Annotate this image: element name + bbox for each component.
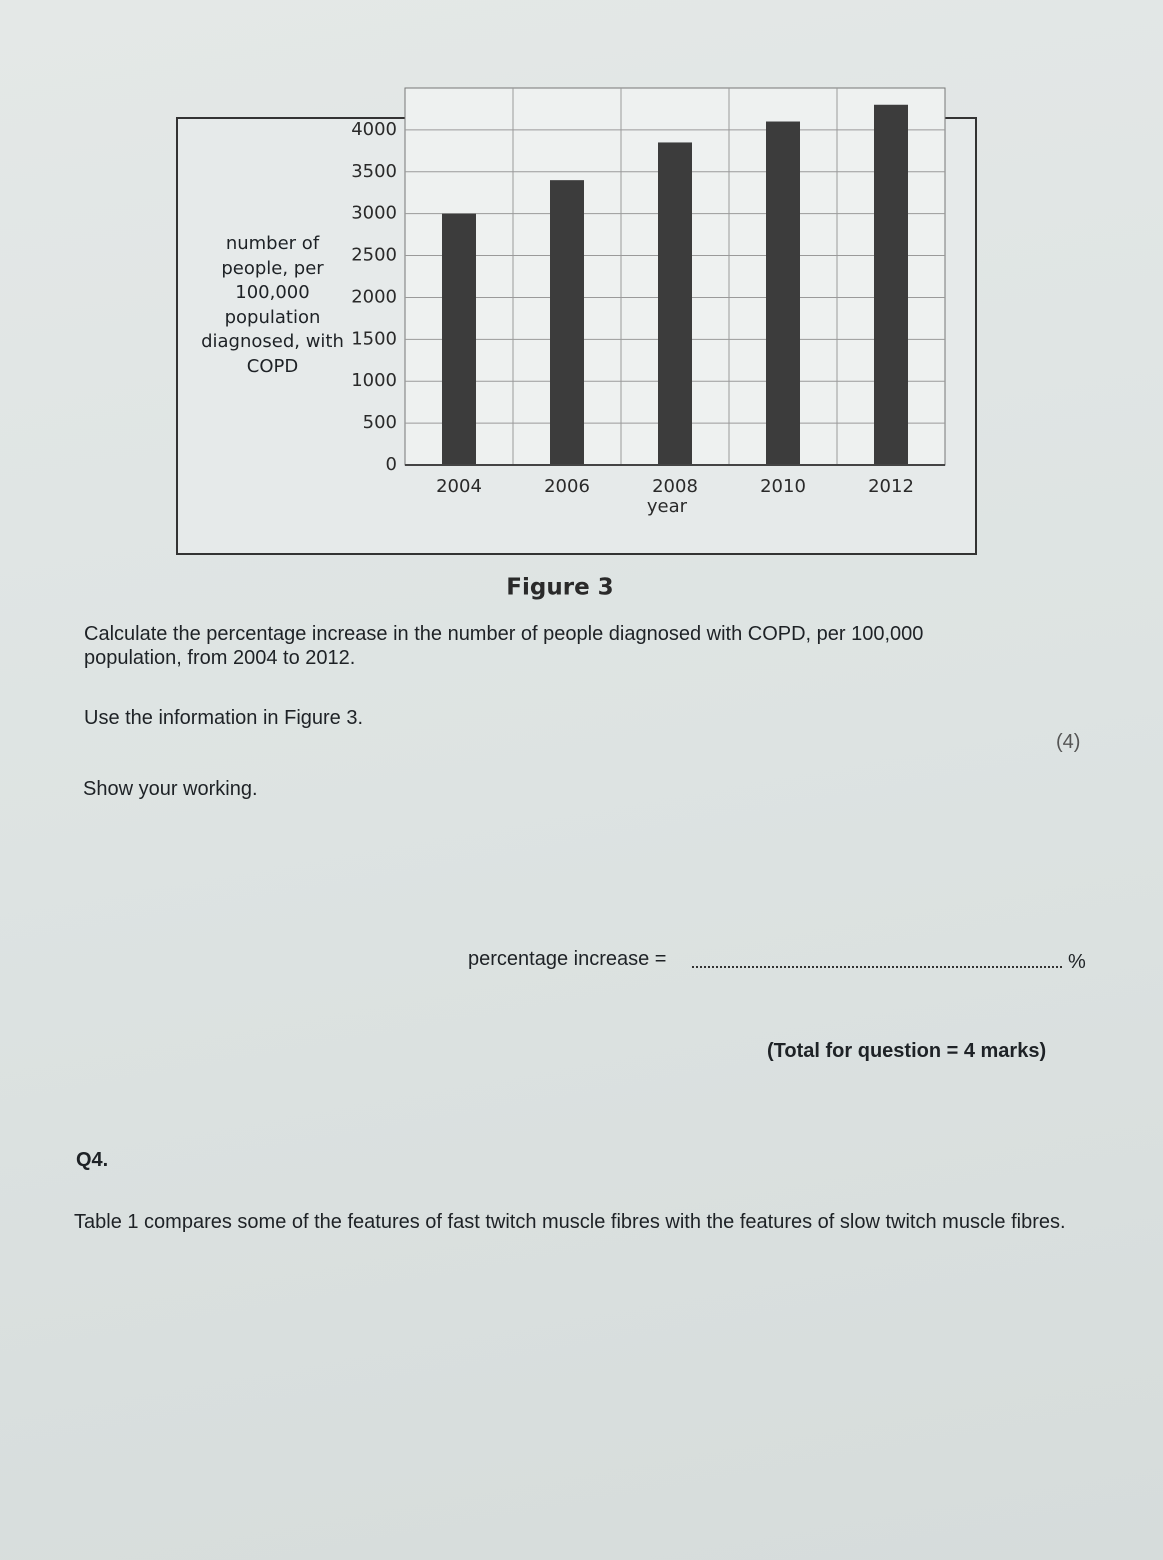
question-instruction: Use the information in Figure 3. — [84, 707, 364, 729]
y-tick-label: 0 — [386, 454, 397, 475]
y-tick-label: 4000 — [351, 119, 397, 140]
bar — [766, 121, 800, 465]
y-tick-label: 1500 — [351, 328, 397, 349]
y-tick-label: 2500 — [351, 245, 397, 266]
answer-unit: % — [1068, 951, 1086, 973]
y-tick-label: 500 — [363, 412, 397, 433]
q4-number: Q4. — [76, 1149, 109, 1171]
y-tick-label: 3000 — [351, 203, 397, 224]
x-axis-label: year — [647, 496, 688, 517]
y-tick-label: 3500 — [351, 161, 397, 182]
working-prompt: Show your working. — [83, 778, 258, 800]
bar — [442, 213, 476, 465]
bar — [874, 104, 908, 465]
x-tick-label: 2008 — [652, 476, 698, 497]
answer-label: percentage increase = — [468, 948, 667, 970]
x-tick-label: 2006 — [544, 476, 590, 497]
y-tick-label: 1000 — [351, 370, 397, 391]
bar — [658, 142, 692, 465]
y-axis-label: number of people, per 100,000 population… — [201, 233, 344, 377]
x-tick-label: 2010 — [760, 476, 806, 497]
figure-caption: Figure 3 — [506, 575, 613, 601]
y-tick-label: 2000 — [351, 286, 397, 307]
answer-line — [692, 966, 1062, 968]
x-tick-label: 2004 — [436, 476, 482, 497]
x-tick-label: 2012 — [868, 476, 914, 497]
bar — [550, 180, 584, 465]
question-marks: (4) — [1056, 731, 1081, 753]
question-text: Calculate the percentage increase in the… — [84, 623, 924, 669]
q4-text: Table 1 compares some of the features of… — [74, 1211, 1066, 1233]
question-total: (Total for question = 4 marks) — [767, 1040, 1047, 1062]
